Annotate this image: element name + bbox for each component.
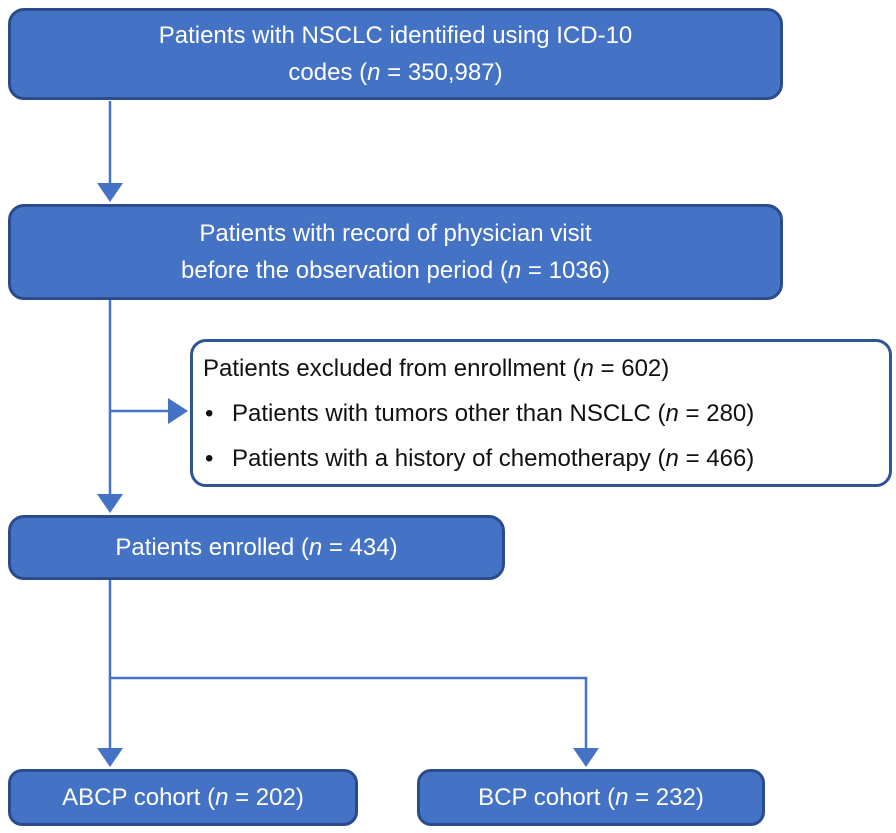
node-text-line: Patients with record of physician visit — [199, 215, 591, 252]
n-symbol: n — [665, 399, 679, 427]
node-text-line: ABCP cohort (n = 202) — [62, 779, 304, 816]
exclusion-bullet-tumors: • Patients with tumors other than NSCLC … — [205, 391, 889, 436]
n-symbol: n — [507, 257, 522, 284]
arrow-enrolled-to-bcp — [573, 678, 599, 767]
text-segment: = 434) — [322, 534, 398, 561]
bullet-text: Patients with a history of chemotherapy … — [232, 436, 754, 481]
node-patients-excluded: Patients excluded from enrollment (n = 6… — [190, 339, 892, 487]
arrow-enrolled-to-abcp — [97, 580, 123, 767]
node-physician-visit: Patients with record of physician visit … — [8, 204, 783, 300]
node-patients-enrolled: Patients enrolled (n = 434) — [8, 515, 505, 580]
arrow-physician-to-enrolled — [97, 300, 123, 513]
node-bcp-cohort: BCP cohort (n = 232) — [417, 769, 765, 826]
text-segment: Patients with tumors other than NSCLC ( — [232, 399, 666, 427]
text-segment: Patients with NSCLC identified using ICD… — [158, 22, 633, 49]
text-segment: Patients with record of physician visit — [199, 220, 592, 247]
text-segment: = 350,987) — [380, 59, 503, 86]
exclusion-bullet-chemotherapy: • Patients with a history of chemotherap… — [205, 436, 889, 481]
exclusion-title: Patients excluded from enrollment (n = 6… — [193, 346, 889, 391]
text-segment: = 466) — [678, 444, 755, 472]
n-symbol: n — [580, 354, 594, 382]
bullet-icon: • — [205, 399, 214, 427]
text-segment: = 1036) — [521, 257, 610, 284]
n-symbol: n — [665, 444, 679, 472]
node-nsclc-identified: Patients with NSCLC identified using ICD… — [8, 8, 783, 100]
text-segment: = 602) — [593, 354, 670, 382]
arrow-branch-to-exclusion — [110, 398, 188, 424]
text-segment: Patients with a history of chemotherapy … — [232, 444, 666, 472]
text-segment: Patients enrolled ( — [115, 534, 309, 561]
n-symbol: n — [308, 534, 323, 561]
n-symbol: n — [367, 59, 381, 86]
bullet-icon: • — [205, 444, 214, 472]
node-text-line: Patients with NSCLC identified using ICD… — [159, 17, 633, 54]
bullet-text: Patients with tumors other than NSCLC (n… — [232, 391, 754, 436]
text-segment: Patients excluded from enrollment ( — [203, 354, 581, 382]
text-segment: BCP cohort ( — [478, 784, 616, 811]
arrow-identified-to-physician — [97, 101, 123, 202]
node-abcp-cohort: ABCP cohort (n = 202) — [8, 769, 358, 826]
text-segment: ABCP cohort ( — [62, 784, 216, 811]
text-segment: = 280) — [678, 399, 755, 427]
node-text-line: before the observation period (n = 1036) — [181, 252, 610, 289]
text-segment: before the observation period ( — [181, 257, 508, 284]
text-segment: = 232) — [628, 784, 704, 811]
node-text-line: BCP cohort (n = 232) — [478, 779, 704, 816]
n-symbol: n — [215, 784, 229, 811]
text-segment: = 202) — [228, 784, 304, 811]
text-segment: codes ( — [288, 59, 368, 86]
node-text-line: codes (n = 350,987) — [288, 54, 502, 91]
n-symbol: n — [615, 784, 629, 811]
node-text-line: Patients enrolled (n = 434) — [115, 529, 397, 566]
